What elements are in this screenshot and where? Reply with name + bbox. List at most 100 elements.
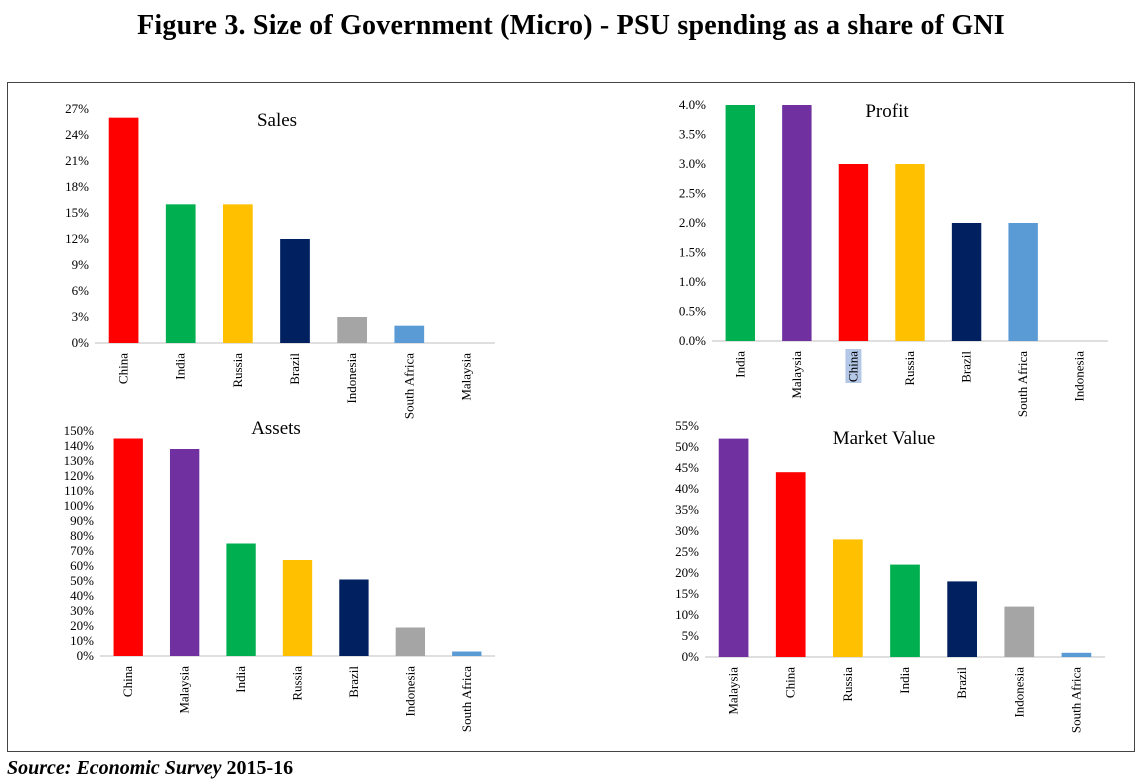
y-tick-label: 1.0% [679,274,706,289]
y-tick-label: 2.0% [679,215,706,230]
category-label-russia: Russia [840,667,855,702]
bar-china [775,472,806,657]
bar-india [165,204,196,343]
y-tick-label: 45% [675,460,699,475]
y-tick-label: 35% [675,502,699,517]
bar-china [108,117,139,344]
y-tick-label: 6% [72,283,90,298]
y-tick-label: 4.0% [679,97,706,112]
y-tick-label: 0% [77,648,95,663]
bar-india [226,543,256,656]
category-label-indonesia: Indonesia [1072,351,1087,402]
y-tick-label: 40% [675,481,699,496]
bar-malaysia [169,449,200,656]
y-tick-label: 20% [675,565,699,580]
category-label-russia: Russia [230,353,245,388]
y-tick-label: 120% [64,468,95,483]
y-tick-label: 80% [70,528,94,543]
category-label-china: China [845,351,860,382]
bar-indonesia [1004,606,1035,657]
bar-russia [223,204,253,343]
y-tick-label: 30% [675,523,699,538]
bar-south-africa [1061,652,1092,657]
y-tick-label: 3% [72,309,90,324]
y-tick-label: 100% [64,498,95,513]
category-label-indonesia: Indonesia [1011,667,1026,718]
category-label-russia: Russia [290,666,305,701]
bar-brazil [951,223,982,341]
y-tick-label: 20% [70,618,94,633]
bar-south-africa [1008,223,1038,341]
category-label-india: India [897,667,912,694]
y-tick-label: 25% [675,544,699,559]
category-label-brazil: Brazil [959,351,974,383]
bar-brazil [947,581,977,657]
bar-india [890,564,920,657]
bar-brazil [280,239,310,343]
category-label-malaysia: Malaysia [458,353,473,401]
y-tick-label: 0% [682,649,700,664]
bar-malaysia [782,105,812,341]
y-tick-label: 90% [70,513,94,528]
category-label-indonesia: Indonesia [344,353,359,404]
bar-indonesia [337,317,367,343]
y-tick-label: 15% [675,586,699,601]
bar-china [838,164,869,341]
category-label-china: China [783,667,798,698]
y-tick-label: 50% [70,573,94,588]
source-year: 2015-16 [226,757,294,779]
y-tick-label: 130% [64,453,95,468]
category-label-malaysia: Malaysia [789,351,804,399]
category-label-south-africa: South Africa [459,666,474,732]
category-label-india: India [233,666,248,693]
category-label-india: India [732,351,747,378]
bar-south-africa [452,651,482,656]
y-tick-label: 55% [675,418,699,433]
y-tick-label: 10% [70,633,94,648]
bar-brazil [339,579,369,656]
category-label-south-africa: South Africa [401,353,416,419]
category-label-china: China [116,353,131,384]
chart-title: Assets [251,418,301,439]
category-label-brazil: Brazil [954,667,969,699]
source-note: Source: Economic Survey 2015-16 [7,757,293,780]
category-highlight [845,349,862,383]
bar-indonesia [395,627,426,656]
source-label: Source: [7,757,72,779]
chart-title: Profit [865,101,909,122]
bar-china [113,438,143,656]
y-tick-label: 27% [65,101,89,116]
figure-title: Figure 3. Size of Government (Micro) - P… [137,10,1005,41]
category-label-russia: Russia [902,351,917,386]
y-tick-label: 30% [70,603,94,618]
bar-india [725,105,755,341]
y-tick-label: 18% [65,179,89,194]
category-label-malaysia: Malaysia [177,666,192,714]
bar-malaysia [718,438,749,657]
y-tick-label: 0.5% [679,304,706,319]
y-tick-label: 110% [64,483,94,498]
y-tick-label: 0% [72,335,90,350]
category-label-south-africa: South Africa [1015,351,1030,417]
category-label-south-africa: South Africa [1068,667,1083,733]
y-tick-label: 21% [65,153,89,168]
y-tick-label: 40% [70,588,94,603]
y-tick-label: 140% [64,438,95,453]
y-tick-label: 60% [70,558,94,573]
chart-title: Sales [257,110,297,131]
y-tick-label: 10% [675,607,699,622]
chart-frame [7,82,1135,752]
y-tick-label: 50% [675,439,699,454]
y-tick-label: 24% [65,127,89,142]
y-tick-label: 9% [72,257,90,272]
category-label-india: India [173,353,188,380]
category-label-indonesia: Indonesia [402,666,417,717]
bar-russia [282,560,313,656]
y-tick-label: 150% [64,423,95,438]
y-tick-label: 12% [65,231,89,246]
y-tick-label: 3.0% [679,156,706,171]
